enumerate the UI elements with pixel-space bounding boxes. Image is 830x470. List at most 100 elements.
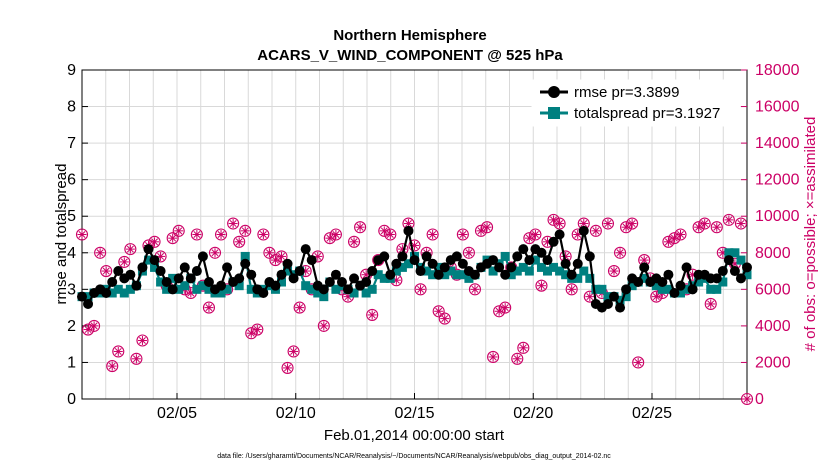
obs-possible-marker xyxy=(438,312,451,325)
obs-assimilated-marker xyxy=(669,233,679,243)
obs-assimilated-marker xyxy=(736,219,746,229)
totalspread-point xyxy=(397,262,407,272)
obs-assimilated-marker xyxy=(367,310,377,320)
obs-assimilated-marker xyxy=(700,219,710,229)
rmse-point xyxy=(161,277,172,288)
rmse-point xyxy=(137,262,148,273)
obs-assimilated-marker xyxy=(428,230,438,239)
obs-possible-marker xyxy=(148,235,161,248)
rmse-point xyxy=(639,262,650,273)
x-tick-label: 02/20 xyxy=(513,405,553,422)
obs-assimilated-marker xyxy=(706,299,716,309)
obs-assimilated-marker xyxy=(89,321,99,331)
obs-possible-marker xyxy=(245,327,258,340)
rmse-point xyxy=(288,273,299,284)
obs-possible-marker xyxy=(112,345,125,358)
rmse-point xyxy=(729,266,740,277)
rmse-point xyxy=(167,284,178,295)
rmse-point xyxy=(246,269,257,280)
totalspread-point xyxy=(706,284,716,294)
totalspread-point xyxy=(657,284,667,294)
rmse-point xyxy=(421,251,432,262)
obs-possible-marker xyxy=(366,308,379,321)
totalspread-point xyxy=(446,266,456,276)
rmse-point xyxy=(379,251,390,262)
obs-possible-marker xyxy=(172,224,185,237)
obs-possible-marker xyxy=(106,360,119,373)
totalspread-point xyxy=(730,248,740,258)
totalspread-point xyxy=(500,251,510,261)
rmse-point xyxy=(306,255,317,266)
y-right-axis-label: # of obs: o=possible; ×=assimilated xyxy=(802,117,819,352)
obs-possible-marker xyxy=(227,217,240,230)
rmse-point xyxy=(131,280,142,291)
obs-assimilated-marker xyxy=(210,248,220,258)
totalspread-point xyxy=(718,277,728,287)
rmse-point xyxy=(258,287,269,298)
obs-assimilated-marker xyxy=(325,233,335,243)
obs-possible-marker xyxy=(474,224,488,237)
obs-possible-marker xyxy=(601,217,615,230)
obs-possible-marker xyxy=(499,301,512,314)
obs-possible-marker xyxy=(130,352,143,365)
totalspread-point xyxy=(349,288,359,298)
obs-assimilated-marker xyxy=(113,346,123,356)
obs-possible-marker xyxy=(674,228,687,241)
obs-assimilated-marker xyxy=(289,346,299,356)
totalspread-point xyxy=(174,284,184,294)
totalspread-point xyxy=(156,277,166,287)
totalspread-point xyxy=(162,284,172,294)
rmse-point xyxy=(294,266,305,277)
obs-possible-marker xyxy=(620,221,633,234)
obs-possible-marker xyxy=(692,221,705,234)
rmse-point xyxy=(203,277,214,288)
rmse-point xyxy=(675,280,686,291)
totalspread-point xyxy=(639,273,649,283)
obs-assimilated-marker xyxy=(555,219,565,229)
obs-possible-marker xyxy=(100,265,113,278)
totalspread-point xyxy=(198,281,208,291)
y-left-tick-label: 0 xyxy=(67,391,76,408)
totalspread-point xyxy=(682,284,692,294)
obs-assimilated-marker xyxy=(621,222,631,232)
obs-possible-marker xyxy=(650,290,663,303)
totalspread-point xyxy=(113,284,123,294)
obs-assimilated-marker xyxy=(101,266,111,276)
totalspread-point xyxy=(597,284,607,294)
obs-assimilated-marker xyxy=(283,363,293,373)
totalspread-point xyxy=(621,292,631,302)
obs-assimilated-marker xyxy=(603,219,613,229)
totalspread-point xyxy=(440,270,450,280)
totalspread-point xyxy=(428,270,438,280)
rmse-point xyxy=(663,269,674,280)
legend-totalspread-label: totalspread pr=3.1927 xyxy=(574,105,720,122)
rmse-point xyxy=(578,225,589,236)
totalspread-point xyxy=(663,284,673,294)
obs-assimilated-marker xyxy=(500,303,510,313)
rmse-point xyxy=(107,277,118,288)
totalspread-point xyxy=(373,270,383,280)
rmse-point xyxy=(83,298,94,309)
rmse-point xyxy=(615,302,626,313)
obs-possible-marker xyxy=(487,350,500,364)
obs-assimilated-marker xyxy=(252,325,262,335)
obs-assimilated-marker xyxy=(712,222,722,232)
y-right-tick-label: 10000 xyxy=(755,208,800,225)
y-right-tick-label: 0 xyxy=(755,391,764,408)
totalspread-point xyxy=(676,288,685,298)
obs-assimilated-marker xyxy=(216,230,226,239)
totalspread-point xyxy=(464,273,474,283)
rmse-point xyxy=(300,244,311,255)
totalspread-point xyxy=(603,292,613,302)
obs-possible-marker xyxy=(281,361,294,374)
y-left-tick-label: 6 xyxy=(67,172,76,189)
rmse-point xyxy=(385,269,396,280)
totalspread-point xyxy=(536,262,546,272)
y-right-axis-ticks: 0 2000 4000 6000 8000 10000 12000 14000 16000 180… xyxy=(741,62,800,408)
obs-possible-marker xyxy=(710,221,723,234)
rmse-point xyxy=(560,258,571,269)
obs-possible-marker xyxy=(662,235,675,248)
chart-title: Northern Hemisphere xyxy=(333,27,486,44)
obs-assimilated-marker xyxy=(609,266,619,276)
y-left-tick-label: 4 xyxy=(67,245,76,262)
